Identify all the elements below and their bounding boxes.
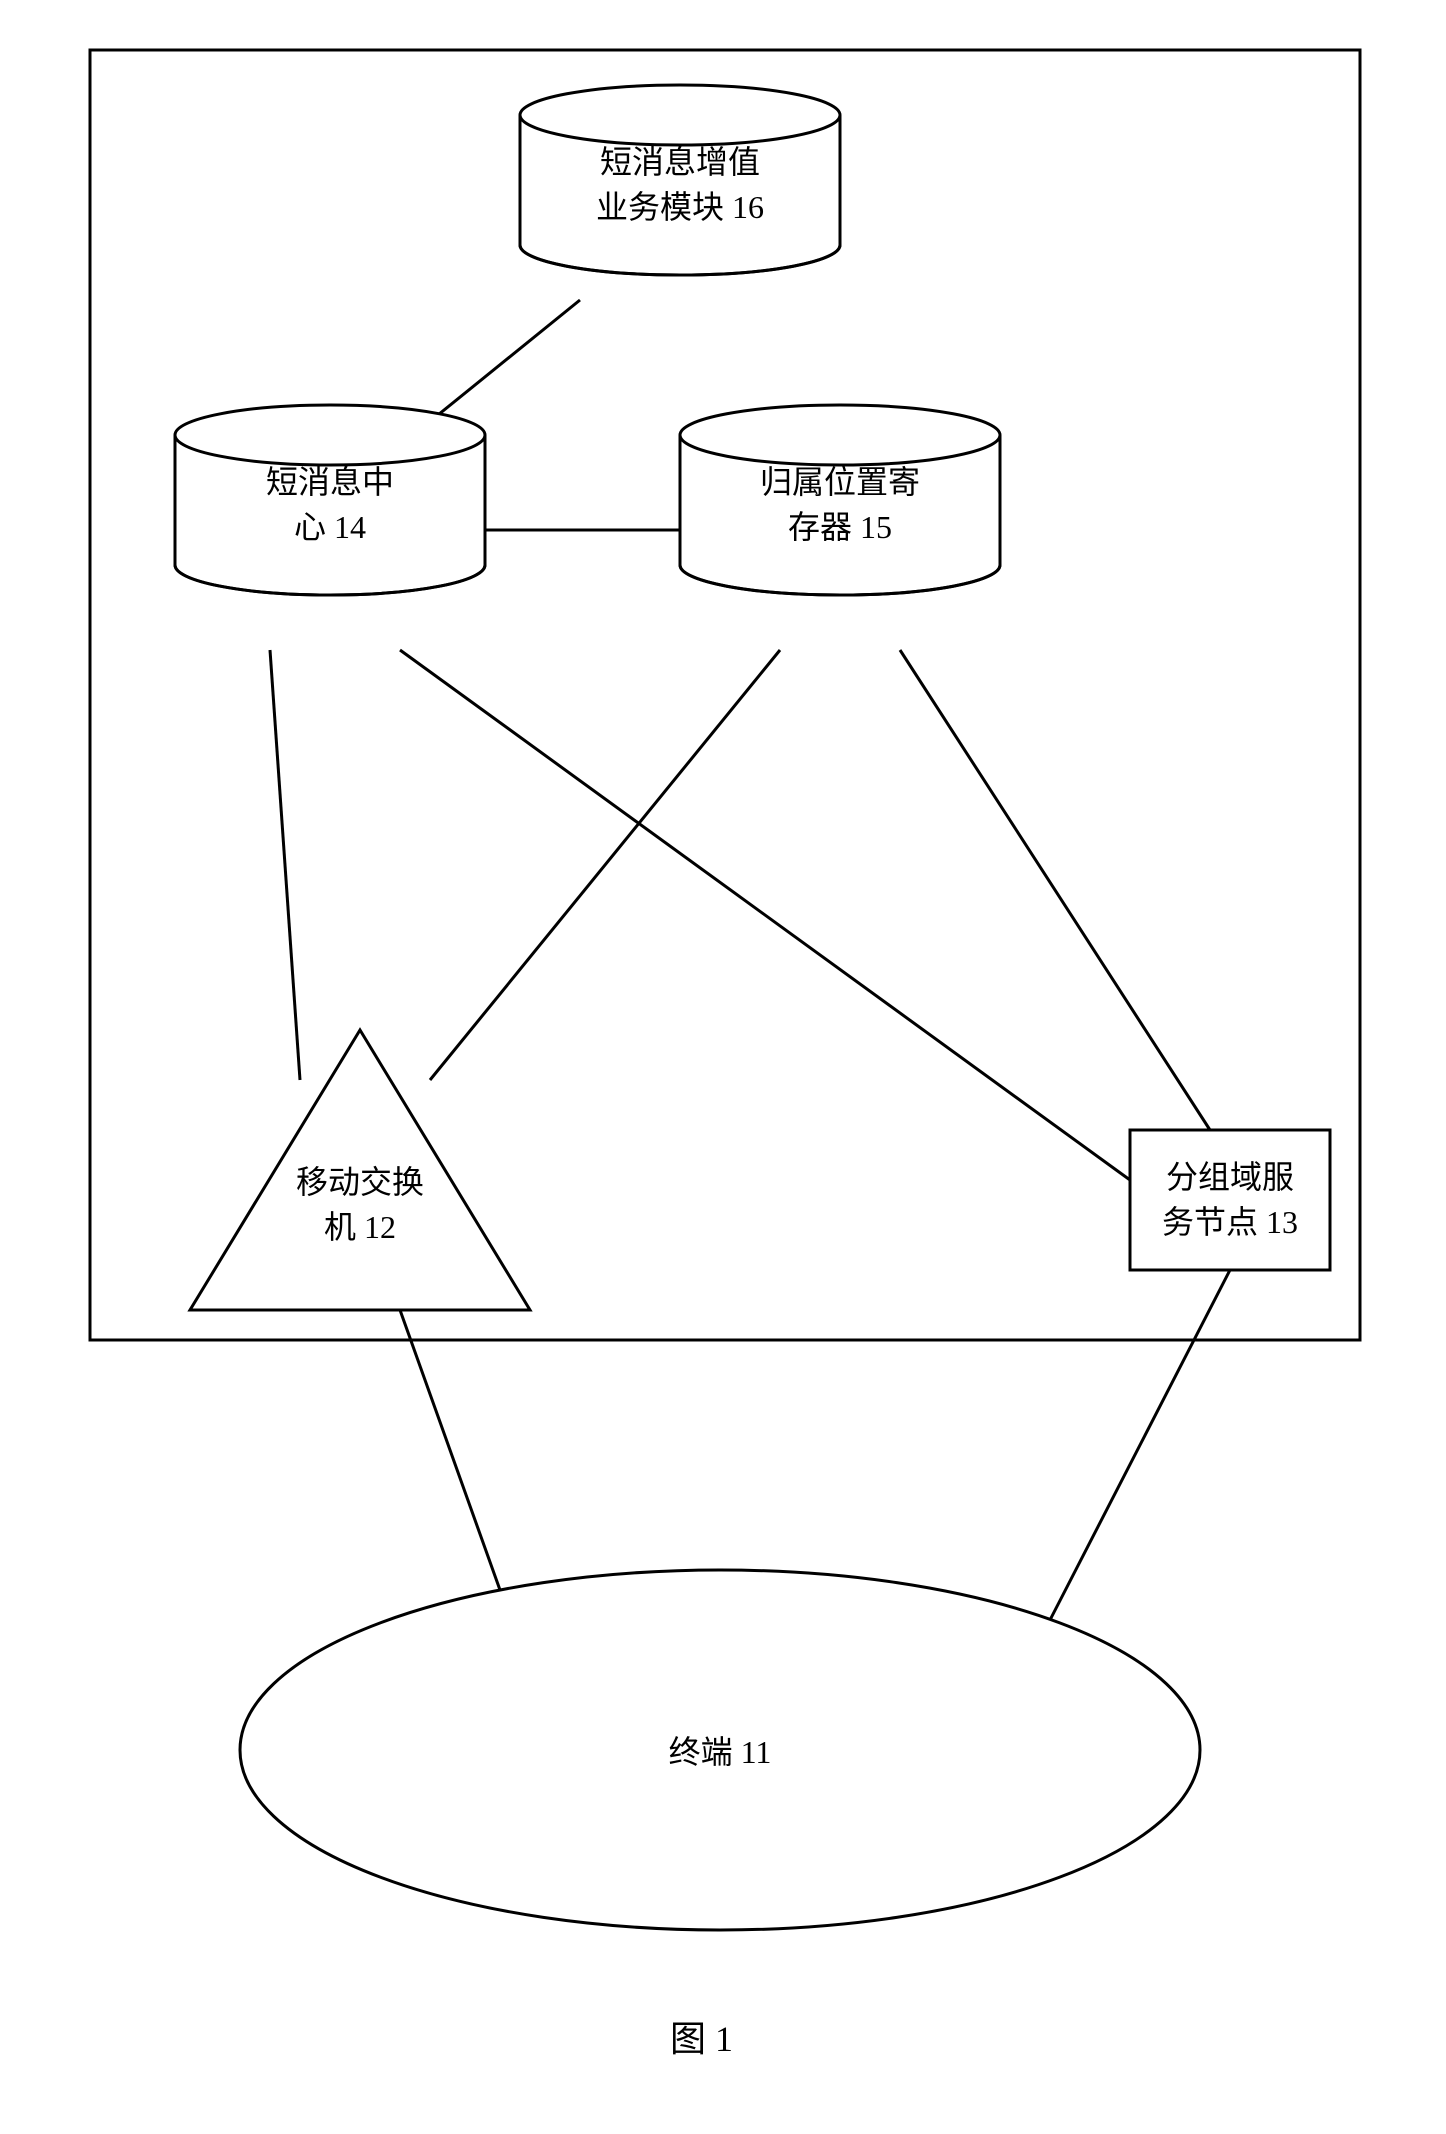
diagram-svg	[0, 0, 1446, 2134]
figure-caption: 图 1	[670, 2010, 733, 2062]
network-diagram: 短消息增值 业务模块 16 短消息中 心 14 归属位置寄 存器 15 移动交换…	[0, 0, 1446, 2134]
